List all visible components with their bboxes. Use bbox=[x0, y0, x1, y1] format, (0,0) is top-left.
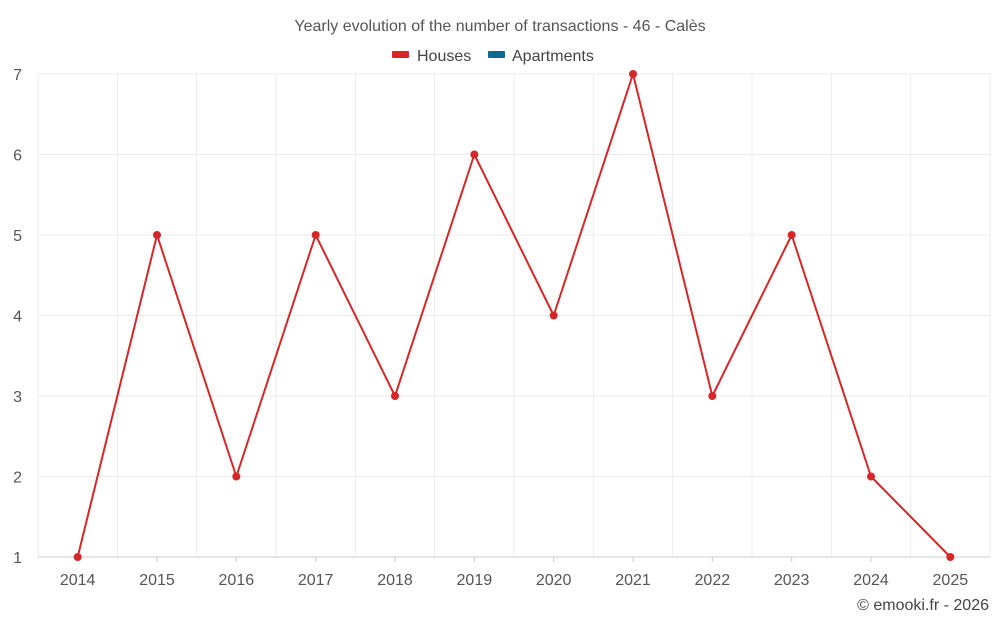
data-point[interactable] bbox=[73, 553, 82, 561]
data-point[interactable] bbox=[391, 392, 399, 400]
data-point[interactable] bbox=[708, 392, 717, 400]
chart-title: Yearly evolution of the number of transa… bbox=[294, 18, 705, 35]
data-point[interactable] bbox=[549, 311, 558, 320]
data-point[interactable] bbox=[311, 231, 320, 239]
legend-swatch-houses[interactable] bbox=[392, 51, 409, 58]
y-tick-label: 5 bbox=[13, 228, 22, 245]
data-point[interactable] bbox=[153, 231, 161, 239]
x-tick-label: 2024 bbox=[853, 572, 889, 589]
y-tick-label: 3 bbox=[13, 389, 22, 406]
data-point[interactable] bbox=[232, 472, 241, 481]
gridlines bbox=[37, 73, 991, 558]
credit-text: © emooki.fr - 2026 bbox=[857, 597, 989, 614]
x-tick-label: 2014 bbox=[60, 572, 96, 589]
legend-swatch-apartments[interactable] bbox=[488, 51, 505, 58]
y-tick-label: 1 bbox=[13, 550, 22, 567]
series-line-houses bbox=[76, 73, 952, 558]
x-tick-label: 2019 bbox=[457, 572, 493, 589]
x-tick-label: 2016 bbox=[219, 572, 255, 589]
legend: Houses Apartments bbox=[392, 48, 594, 65]
x-tick-label: 2017 bbox=[298, 572, 334, 589]
data-point[interactable] bbox=[629, 70, 637, 78]
x-tick-label: 2022 bbox=[695, 572, 731, 589]
data-point[interactable] bbox=[470, 150, 479, 159]
series-houses bbox=[73, 70, 955, 561]
y-tick-label: 4 bbox=[13, 309, 22, 326]
x-tick-label: 2020 bbox=[536, 572, 572, 589]
data-point[interactable] bbox=[867, 472, 875, 481]
data-point[interactable] bbox=[946, 553, 955, 561]
x-tick-label: 2021 bbox=[615, 572, 651, 589]
x-tick-label: 2018 bbox=[377, 572, 413, 589]
axes: 1 2 3 4 5 6 7 2014 2015 2016 2017 2018 2019 2020 2021 2… bbox=[13, 67, 990, 589]
y-tick-label: 6 bbox=[13, 148, 22, 165]
x-tick-label: 2023 bbox=[774, 572, 810, 589]
x-tick-label: 2015 bbox=[139, 572, 175, 589]
data-point[interactable] bbox=[787, 231, 796, 239]
y-tick-label: 7 bbox=[13, 67, 22, 84]
x-tick-label: 2025 bbox=[933, 572, 969, 589]
legend-label-houses[interactable]: Houses bbox=[417, 48, 471, 65]
y-tick-label: 2 bbox=[13, 470, 22, 487]
legend-label-apartments[interactable]: Apartments bbox=[512, 48, 594, 65]
